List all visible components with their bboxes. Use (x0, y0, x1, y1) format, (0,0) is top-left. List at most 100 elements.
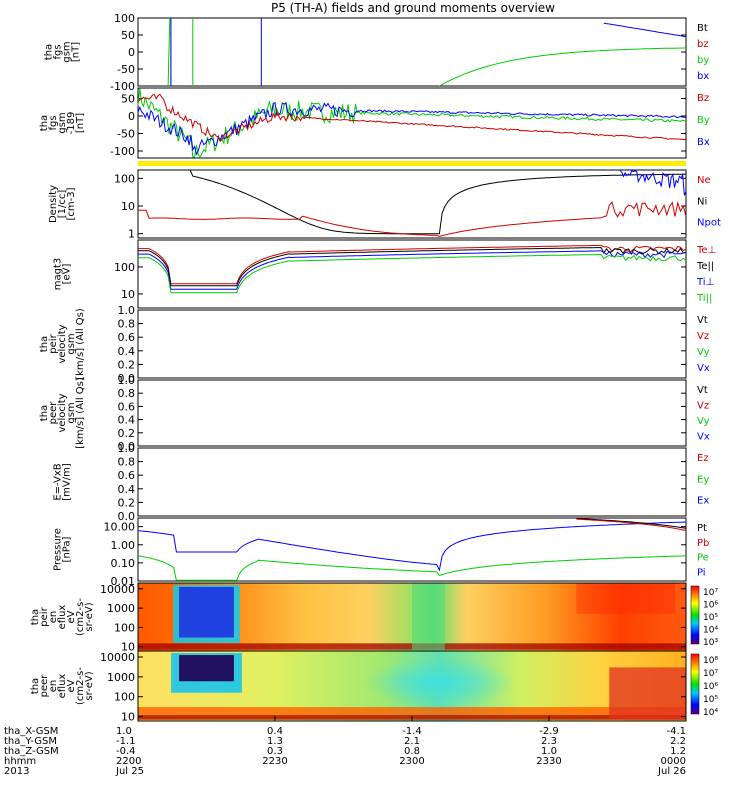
panel-3: 100 10 1 Density[1/cc][cm-3] Ne Ni Npot (48, 88, 721, 241)
y-axis-label: thapeirvelocitygsm[km/s] (All Qs) (39, 308, 86, 380)
electron-cyan-blob (364, 657, 515, 708)
y-tick-label: 10000 (100, 583, 135, 596)
y-axis-label-line: -189 (66, 112, 77, 135)
x-tick-label: -0.4 (116, 746, 136, 757)
panel-5: 1.00.80.60.40.20.0thapeirvelocitygsm[km/… (39, 244, 710, 385)
legend-entry: bx (697, 71, 709, 82)
colorbar-tick-label: 10⁴ (703, 626, 718, 636)
x-axis-row-label: tha_Z-GSM (4, 746, 59, 757)
panel-frame (137, 379, 687, 447)
colorbar (690, 653, 700, 715)
y-axis-label-line: tha (30, 609, 41, 625)
y-axis-label-line: [mV/m] (62, 463, 73, 501)
x-tick-label: 1.3 (267, 736, 283, 747)
figure-title: P5 (TH-A) fields and ground moments over… (271, 1, 555, 15)
x-tick-label: 2330 (536, 756, 561, 767)
y-axis-label-line: sr-eV) (84, 602, 95, 631)
panel-frame (137, 87, 687, 159)
y-axis-label-line: tha (44, 44, 55, 60)
y-axis-label-line: eV (66, 610, 77, 623)
Pi-trace (137, 521, 687, 572)
x-tick-label: 0.8 (404, 746, 420, 757)
y-tick-label: 10 (121, 641, 135, 654)
legend-entry: Ez (697, 453, 709, 464)
x-tick-label: 2300 (399, 756, 424, 767)
x-tick-label: 0000 (661, 756, 686, 767)
x-tick-label: Jul 26 (657, 766, 686, 777)
y-axis-label-line: eV (66, 679, 77, 692)
y-axis-label-line: Pressure (53, 528, 64, 571)
y-tick-label: 0.8 (118, 318, 136, 331)
y-axis-label-line: tha (39, 405, 50, 421)
x-tick-label: 2.2 (670, 736, 686, 747)
x-axis-row-label: hhmm (4, 756, 36, 767)
y-tick-label: 1.0 (118, 304, 136, 317)
legend-entry: Pi (697, 567, 706, 578)
x-axis-row-label: tha_Y-GSM (4, 736, 57, 747)
y-axis-label: thafgsgsm[nT] (44, 41, 82, 62)
legend-entry: Ti⊥ (696, 277, 714, 288)
Npot-trace (619, 169, 687, 196)
y-tick-label: 0.0 (118, 372, 136, 385)
panels-group: 100500-50-100thafgsgsm[nT]Btbzbybx500-50… (30, 12, 721, 724)
time-axis: tha_X-GSMtha_Y-GSMtha_Z-GSMhhmm20131.0-1… (4, 716, 687, 777)
y-tick-label: 0.8 (118, 456, 136, 469)
y-tick-label: -50 (117, 128, 135, 141)
x-tick-label: -1.4 (402, 726, 422, 737)
y-axis-label-line: (cm2-s- (75, 598, 86, 636)
y-tick-label: 1.00 (111, 539, 136, 552)
colorbar-tick-label: 10⁵ (703, 695, 718, 705)
panel-frame (137, 447, 687, 517)
y-axis-label-line: eflux (57, 674, 68, 699)
y-axis-label-line: (cm2-s- (75, 667, 86, 705)
y-axis-label: thapeirenefluxeV(cm2-s-sr-eV) (30, 598, 95, 636)
bx-trace (603, 22, 687, 38)
By-trace (137, 88, 687, 159)
x-tick-label: 0.3 (267, 746, 283, 757)
y-tick-label: 0.4 (118, 414, 136, 427)
legend-entry: Pe (697, 553, 709, 564)
colorbar-tick-label: 10⁷ (703, 669, 718, 679)
y-axis-label-line: [km/s] (All Qs) (75, 308, 86, 380)
panel-1: 100 50 0 -50 -100 thafgsgsm[nT] Bt bz by bx (44, 12, 710, 93)
y-axis-label-line: [nT] (75, 113, 86, 133)
y-tick-label: 1 (128, 228, 135, 241)
y-tick-label: 0.4 (118, 345, 136, 358)
y-axis-label-line: gsm (66, 402, 77, 423)
panel-frame (137, 239, 687, 309)
Pb-trace (576, 518, 687, 532)
by-trace-spike (167, 17, 171, 87)
y-axis-label-line: gsm (66, 333, 77, 354)
y-tick-label: 0.2 (118, 427, 136, 440)
y-tick-label: 1.0 (118, 442, 136, 455)
y-tick-label: 10000 (100, 651, 135, 664)
x-tick-label: -1.1 (116, 736, 136, 747)
x-axis-row-label: 2013 (4, 766, 29, 777)
legend-entry: Vz (697, 401, 709, 412)
y-tick-label: 0.10 (111, 557, 136, 570)
legend-entry: bz (697, 39, 709, 50)
legend-entry: Vt (697, 315, 708, 326)
y-axis-label-line: tha (39, 336, 50, 352)
y-tick-label: 10 (121, 200, 135, 213)
y-axis-label-line: gsm (57, 112, 68, 133)
y-tick-label: 100 (114, 261, 135, 274)
legend-entry: Vx (697, 432, 710, 443)
y-tick-label: 0.6 (118, 400, 136, 413)
panel-frame (137, 169, 687, 239)
y-axis-label-line: E=-VxB (53, 463, 64, 500)
legend-entry: Te⊥ (696, 245, 716, 256)
y-axis-label-line: peir (39, 606, 50, 626)
y-tick-label: 0.6 (118, 469, 136, 482)
Ne-trace (138, 200, 687, 237)
panel-10: 10000 1000 100 10 thapeerenefluxeV(cm2-s-sr-… (30, 650, 718, 724)
y-axis-label-line: en (48, 611, 59, 624)
legend-entry: Te|| (696, 261, 714, 272)
x-tick-label: 2.1 (404, 736, 420, 747)
panel-8: 10.00 1.00 0.10 0.01 Pressure[nPa] Pt Pb Pe Pi (53, 517, 709, 588)
y-tick-label: 0 (128, 46, 135, 59)
y-axis-label-line: sr-eV) (84, 671, 95, 700)
legend-entry: Ne (697, 175, 711, 186)
legend-entry: Bt (697, 23, 708, 34)
legend-entry: Bz (697, 93, 709, 104)
